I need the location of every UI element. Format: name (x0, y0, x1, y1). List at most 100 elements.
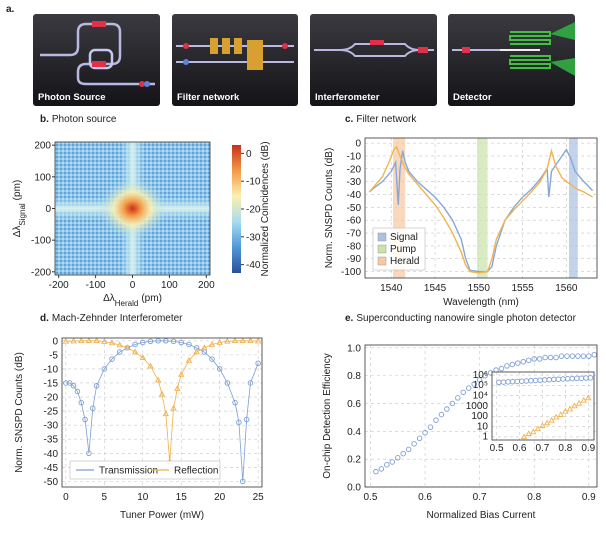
marker (158, 390, 166, 397)
marker (185, 356, 193, 363)
panel-title-text: Photon source (52, 114, 117, 125)
marker (575, 399, 583, 406)
marker (232, 399, 238, 406)
marker (216, 366, 223, 372)
marker (236, 419, 242, 426)
marker (531, 356, 537, 362)
legend-label: Herald (390, 256, 419, 267)
marker (193, 348, 200, 355)
marker (163, 338, 169, 344)
y-tick-label: 1 (482, 432, 488, 443)
x-tick-label: 0.6 (513, 443, 527, 454)
y-tick-label: 200 (34, 141, 51, 152)
marker (155, 338, 161, 344)
marker (553, 354, 559, 361)
x-tick-label: 0.8 (558, 443, 572, 454)
legend-swatch (377, 256, 387, 266)
y-tick-label: -35 (44, 435, 59, 446)
y-tick-label: -30 (347, 177, 362, 188)
marker (571, 402, 578, 409)
y-tick-label: -45 (44, 463, 59, 474)
marker (580, 396, 587, 403)
y-tick-label: 100 (34, 172, 51, 183)
panel-title: b. Photon source (40, 114, 117, 125)
marker (147, 362, 154, 369)
x-tick-label: 1545 (424, 283, 447, 294)
marker (147, 338, 154, 345)
marker (389, 459, 396, 465)
marker (373, 468, 379, 475)
axis-label: Normalized Bias Current (427, 510, 536, 521)
marker (405, 446, 412, 453)
marker (547, 354, 554, 361)
y-tick-label: 100 (471, 411, 488, 422)
marker (86, 450, 92, 457)
y-tick-label: 10⁶ (473, 370, 488, 381)
y-tick-label: -50 (347, 203, 362, 214)
panel-label: a. (6, 4, 15, 15)
x-tick-label: 0 (63, 492, 69, 503)
marker (520, 358, 527, 365)
marker (455, 395, 461, 401)
y-tick-label: -20 (347, 164, 362, 175)
legend-swatch (377, 244, 387, 254)
marker (255, 360, 261, 367)
colorbar-tick-label: -40 (246, 260, 261, 271)
marker (109, 356, 115, 362)
marker (82, 416, 88, 423)
x-tick-label: 100 (161, 280, 178, 291)
plot-frame (364, 137, 598, 279)
y-tick-label: -200 (31, 267, 51, 278)
y-tick-label: 10 (477, 421, 489, 432)
series-line (368, 145, 593, 274)
y-tick-label: -10 (347, 151, 362, 162)
marker (586, 353, 592, 359)
x-tick-label: -100 (86, 280, 106, 291)
marker (243, 416, 250, 423)
marker (438, 411, 445, 418)
marker (395, 455, 401, 461)
marker (63, 380, 69, 386)
marker (132, 341, 138, 348)
marker (66, 380, 73, 386)
x-tick-label: 200 (198, 280, 215, 291)
marker (240, 478, 246, 485)
y-tick-label: -60 (347, 216, 362, 227)
panel-label: c. (345, 114, 354, 125)
x-tick-label: 1540 (380, 283, 403, 294)
y-tick-label: -70 (347, 229, 362, 240)
photon-source-image: Photon Source (33, 14, 160, 106)
label-part: Δλ (103, 293, 115, 304)
marker (247, 380, 254, 386)
panel-title-text: Superconducting nanowire single photon d… (356, 313, 576, 324)
marker (411, 441, 417, 447)
marker (553, 413, 560, 420)
detector-image: Detector (448, 14, 575, 106)
marker (186, 341, 192, 348)
marker (558, 353, 565, 359)
y-tick-label: 1000 (466, 401, 489, 412)
plot-frame (54, 141, 211, 276)
plot-frame (61, 337, 263, 488)
colorbar-tick-label: -10 (246, 177, 261, 188)
marker (74, 388, 81, 395)
interferometer-image: Interferometer (310, 14, 437, 106)
plot-frame (364, 344, 598, 488)
marker (520, 433, 528, 440)
panel-label: b. (40, 114, 49, 125)
marker (78, 399, 84, 406)
x-tick-label: 0 (130, 280, 136, 291)
marker (471, 381, 477, 387)
axis-label: Tuner Power (mW) (120, 510, 204, 521)
y-tick-label: 10⁴ (473, 391, 488, 402)
marker (216, 338, 223, 345)
marker (548, 416, 555, 423)
legend-label: Signal (390, 232, 418, 243)
y-tick-label: -5 (49, 350, 58, 361)
x-tick-label: 0.8 (527, 492, 541, 503)
label-part: Δλ (12, 226, 23, 238)
marker (384, 461, 390, 468)
marker (131, 348, 139, 355)
marker (449, 400, 456, 407)
axis-label: On-chip Detection Efficiency (322, 353, 333, 478)
